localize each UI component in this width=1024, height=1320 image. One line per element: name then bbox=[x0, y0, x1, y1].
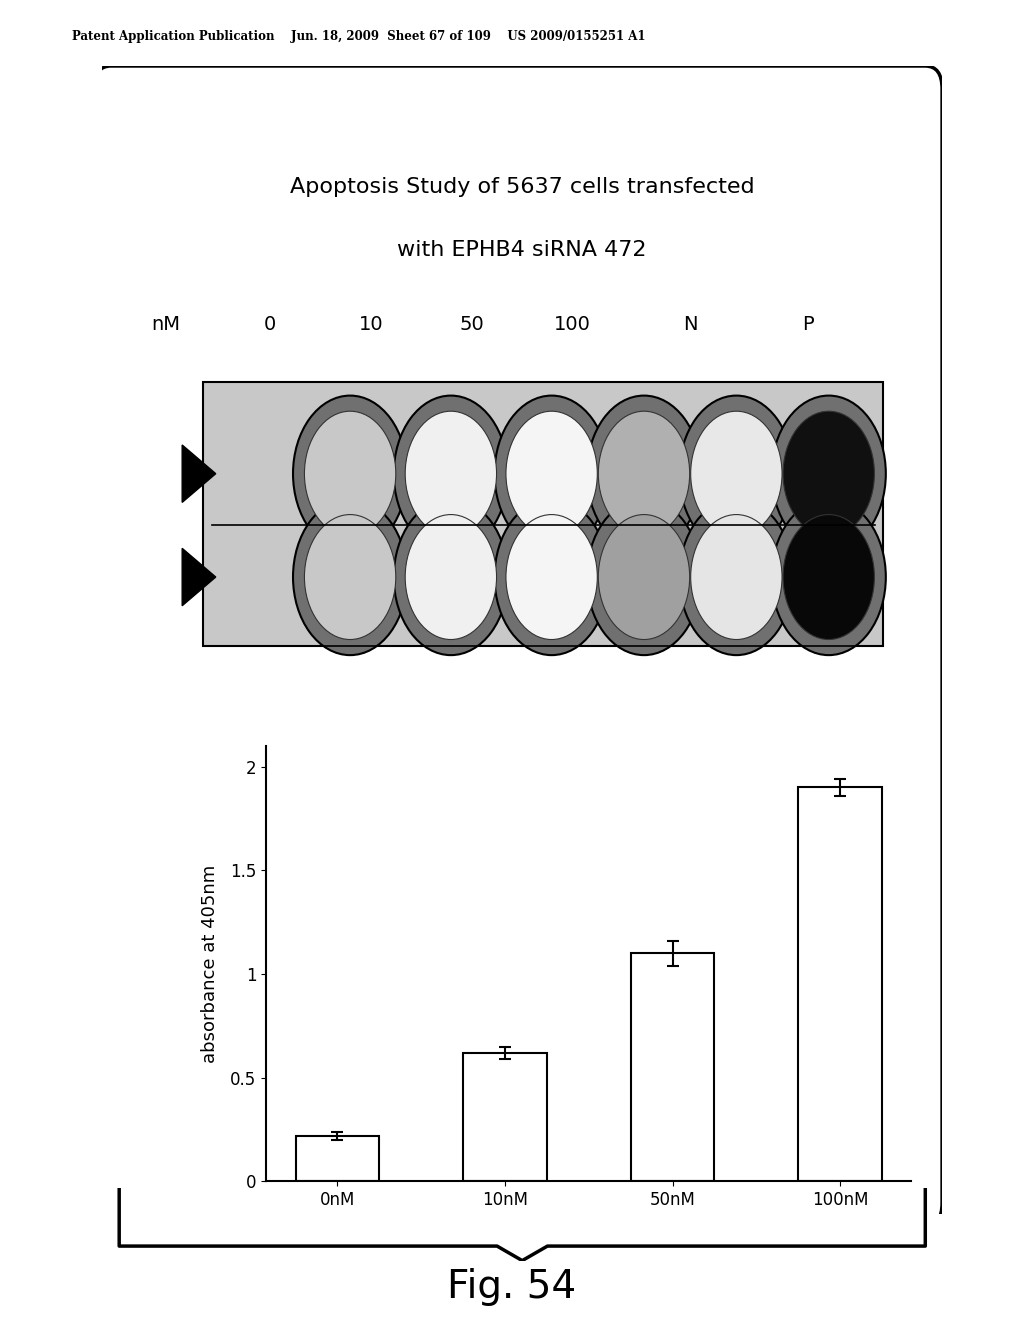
Circle shape bbox=[690, 515, 782, 639]
Circle shape bbox=[304, 412, 396, 536]
Bar bbox=[799, 787, 882, 1181]
Circle shape bbox=[506, 515, 597, 639]
Text: 100: 100 bbox=[554, 315, 591, 334]
Circle shape bbox=[406, 515, 497, 639]
Bar bbox=[203, 381, 884, 645]
Text: with EPHB4 siRNA 472: with EPHB4 siRNA 472 bbox=[397, 240, 647, 260]
Bar bbox=[631, 953, 715, 1181]
Circle shape bbox=[293, 499, 408, 655]
Text: 0: 0 bbox=[264, 315, 276, 334]
Circle shape bbox=[304, 515, 396, 639]
Circle shape bbox=[506, 412, 597, 536]
Circle shape bbox=[679, 499, 794, 655]
Circle shape bbox=[679, 396, 794, 552]
Circle shape bbox=[495, 499, 608, 655]
FancyBboxPatch shape bbox=[94, 66, 942, 1226]
Circle shape bbox=[783, 515, 874, 639]
Circle shape bbox=[495, 396, 608, 552]
Text: 10: 10 bbox=[358, 315, 383, 334]
Polygon shape bbox=[182, 445, 216, 503]
Text: nM: nM bbox=[151, 315, 180, 334]
Circle shape bbox=[394, 396, 508, 552]
Text: 50: 50 bbox=[460, 315, 484, 334]
Circle shape bbox=[406, 412, 497, 536]
Circle shape bbox=[772, 396, 886, 552]
Y-axis label: absorbance at 405nm: absorbance at 405nm bbox=[201, 865, 219, 1063]
Text: Fig. 54: Fig. 54 bbox=[447, 1269, 577, 1305]
Polygon shape bbox=[182, 548, 216, 606]
Circle shape bbox=[293, 396, 408, 552]
Bar bbox=[296, 1135, 379, 1181]
Circle shape bbox=[783, 412, 874, 536]
Text: P: P bbox=[802, 315, 813, 334]
Text: Patent Application Publication    Jun. 18, 2009  Sheet 67 of 109    US 2009/0155: Patent Application Publication Jun. 18, … bbox=[72, 30, 645, 44]
Circle shape bbox=[598, 515, 690, 639]
Text: N: N bbox=[683, 315, 697, 334]
Bar bbox=[463, 1053, 547, 1181]
Circle shape bbox=[587, 499, 701, 655]
Circle shape bbox=[772, 499, 886, 655]
Circle shape bbox=[598, 412, 690, 536]
Circle shape bbox=[690, 412, 782, 536]
Circle shape bbox=[587, 396, 701, 552]
Text: Apoptosis Study of 5637 cells transfected: Apoptosis Study of 5637 cells transfecte… bbox=[290, 177, 755, 197]
Circle shape bbox=[394, 499, 508, 655]
